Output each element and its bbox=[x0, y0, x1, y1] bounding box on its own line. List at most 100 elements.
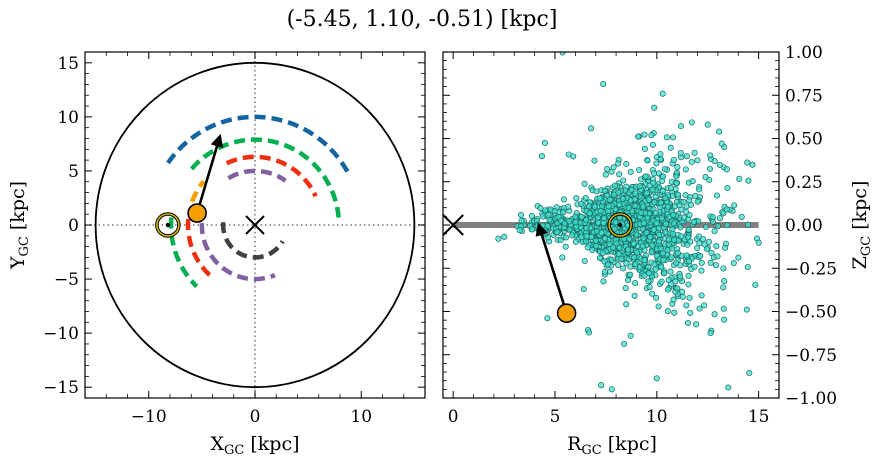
star-point bbox=[657, 199, 664, 206]
left-x-axis-label: XGC [kpc] bbox=[210, 433, 299, 458]
star-point bbox=[606, 268, 614, 275]
star-point bbox=[572, 238, 579, 245]
star-point bbox=[720, 265, 727, 272]
star-point bbox=[713, 192, 721, 199]
star-point bbox=[602, 171, 609, 178]
star-point bbox=[653, 220, 660, 227]
star-point bbox=[651, 104, 658, 111]
star-point bbox=[687, 309, 694, 316]
star-point bbox=[668, 254, 675, 261]
star-point bbox=[745, 177, 752, 184]
star-point bbox=[569, 232, 576, 239]
spiral-arm-2 bbox=[189, 179, 206, 203]
star-point bbox=[601, 187, 608, 194]
star-point bbox=[649, 141, 656, 148]
star-point bbox=[625, 246, 632, 253]
star-point bbox=[746, 369, 753, 377]
right-y-tick-label: 0.75 bbox=[785, 86, 823, 106]
star-point bbox=[601, 215, 608, 222]
star-point bbox=[752, 281, 759, 288]
star-point bbox=[595, 219, 602, 226]
star-point bbox=[664, 308, 671, 315]
star-point bbox=[559, 254, 566, 261]
star-point bbox=[606, 240, 613, 248]
star-point bbox=[657, 156, 664, 163]
star-point bbox=[709, 214, 716, 221]
left-y-tick-label: 10 bbox=[57, 108, 79, 128]
star-point bbox=[632, 261, 639, 268]
star-point bbox=[660, 250, 667, 257]
sun-dot bbox=[165, 222, 171, 228]
star-point bbox=[615, 261, 622, 269]
star-point bbox=[631, 202, 638, 209]
star-point bbox=[669, 134, 677, 141]
star-point bbox=[683, 252, 690, 259]
star-point bbox=[633, 249, 641, 256]
star-point bbox=[632, 190, 639, 197]
star-point bbox=[611, 182, 619, 189]
galaxy-boundary-circle bbox=[94, 61, 416, 389]
star-point bbox=[667, 268, 674, 275]
star-point bbox=[658, 278, 665, 285]
star-point bbox=[623, 160, 630, 167]
star-point bbox=[702, 223, 710, 231]
star-point bbox=[683, 302, 690, 309]
star-point bbox=[691, 149, 698, 156]
star-point bbox=[688, 158, 695, 166]
star-point bbox=[677, 149, 684, 157]
star-point bbox=[529, 226, 536, 233]
right-y-tick-label: 0.00 bbox=[785, 216, 823, 236]
star-point bbox=[720, 305, 727, 312]
star-point bbox=[620, 265, 627, 272]
star-point bbox=[542, 207, 549, 214]
star-point bbox=[655, 238, 663, 245]
star-point bbox=[610, 164, 617, 171]
star-point bbox=[623, 301, 630, 308]
star-point bbox=[640, 219, 647, 227]
star-point bbox=[674, 250, 681, 257]
star-point bbox=[670, 211, 677, 219]
star-point bbox=[623, 260, 630, 267]
star-point bbox=[631, 292, 638, 299]
left-y-axis-label: YGC [kpc] bbox=[7, 181, 32, 270]
star-point bbox=[562, 243, 569, 250]
star-point bbox=[685, 272, 692, 279]
star-point bbox=[600, 81, 607, 88]
right-y-tick-label: −0.50 bbox=[785, 303, 837, 323]
star-point bbox=[636, 264, 643, 271]
star-point bbox=[725, 384, 732, 391]
star-point bbox=[583, 225, 590, 232]
right-x-axis-label: RGC [kpc] bbox=[567, 433, 657, 458]
star-point bbox=[632, 280, 639, 287]
star-point bbox=[665, 277, 672, 284]
star-point bbox=[677, 224, 684, 231]
star-point bbox=[641, 131, 648, 138]
star-point bbox=[583, 238, 590, 245]
right-x-tick-label: 0 bbox=[448, 407, 459, 427]
left-y-tick-label: −5 bbox=[54, 270, 79, 290]
galactic-center-marker bbox=[245, 215, 265, 235]
star-point bbox=[606, 196, 613, 203]
star-point bbox=[676, 202, 683, 209]
star-point bbox=[670, 296, 677, 303]
star-point bbox=[604, 165, 611, 173]
star-point bbox=[640, 235, 647, 242]
star-point bbox=[657, 245, 664, 252]
star-point bbox=[686, 258, 693, 265]
left-y-tick-label: −15 bbox=[43, 378, 79, 398]
star-point bbox=[628, 186, 635, 193]
star-point bbox=[696, 240, 703, 247]
star-point bbox=[615, 189, 622, 196]
star-point bbox=[517, 211, 525, 218]
star-point bbox=[744, 221, 752, 228]
star-point bbox=[594, 214, 601, 221]
star-point bbox=[670, 220, 677, 227]
left-y-tick-label: 15 bbox=[57, 54, 79, 74]
star-point bbox=[572, 213, 579, 220]
star-point bbox=[657, 150, 664, 158]
star-cloud bbox=[495, 52, 762, 393]
star-point bbox=[662, 195, 669, 202]
star-point bbox=[618, 255, 625, 262]
star-point bbox=[622, 285, 629, 292]
star-point bbox=[581, 257, 588, 265]
